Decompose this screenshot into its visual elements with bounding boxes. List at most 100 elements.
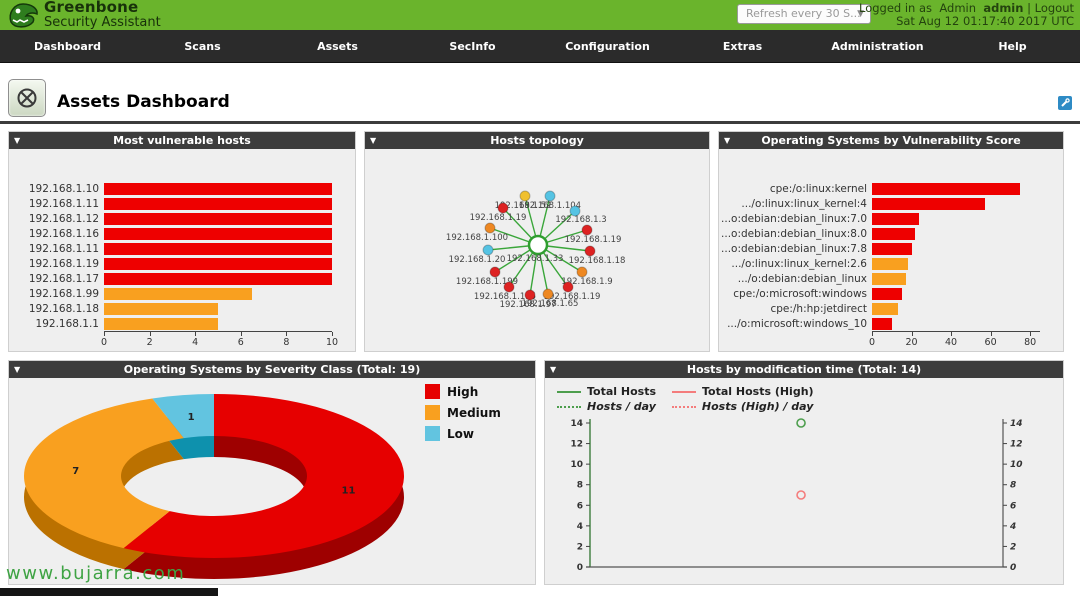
bar bbox=[104, 317, 218, 330]
legend-item: Total Hosts bbox=[557, 385, 656, 398]
legend-swatch bbox=[557, 390, 581, 393]
nav-item-extras[interactable]: Extras bbox=[722, 39, 763, 53]
tick-label: 20 bbox=[905, 337, 918, 348]
svg-text:192.168.1.65: 192.168.1.65 bbox=[522, 299, 579, 309]
collapse-icon[interactable]: ▼ bbox=[14, 365, 21, 374]
login-line: Logged in as Admin admin | Logout bbox=[859, 2, 1074, 15]
legend-label: Low bbox=[447, 426, 474, 441]
bar-row: ...o:debian:debian_linux:7.8 bbox=[719, 241, 1063, 256]
host-node[interactable] bbox=[569, 205, 581, 217]
collapse-icon[interactable]: ▼ bbox=[14, 136, 21, 145]
legend-item: High bbox=[425, 384, 501, 399]
bar-label: .../o:debian:debian_linux bbox=[737, 272, 867, 285]
nav-item-configuration[interactable]: Configuration bbox=[565, 39, 650, 53]
host-node[interactable] bbox=[503, 281, 515, 293]
login-separator: | bbox=[1027, 1, 1031, 15]
nav-item-assets[interactable]: Assets bbox=[317, 39, 358, 53]
nav-item-dashboard[interactable]: Dashboard bbox=[33, 39, 102, 53]
svg-text:4: 4 bbox=[1009, 522, 1016, 532]
wrench-icon bbox=[1061, 98, 1070, 107]
host-node[interactable] bbox=[576, 266, 588, 278]
os-vulnerability-score-chart: cpe:/o:linux:kernel .../o:linux:linux_ker… bbox=[719, 149, 1063, 351]
page-title: Assets Dashboard bbox=[57, 92, 230, 112]
tick-label: 4 bbox=[192, 337, 199, 348]
watermark: www.bujarra.com bbox=[6, 563, 186, 584]
nav-item-administration[interactable]: Administration bbox=[831, 39, 924, 53]
collapse-icon[interactable]: ▼ bbox=[550, 365, 557, 374]
time-chart-legend: Total Hosts Total Hosts (High) Hosts / day… bbox=[545, 378, 1063, 413]
svg-text:192.168.1.100: 192.168.1.100 bbox=[446, 233, 508, 243]
host-node[interactable] bbox=[484, 222, 496, 234]
tick-label: 2 bbox=[146, 337, 153, 348]
legend-swatch bbox=[557, 405, 581, 408]
bar-row: ...o:debian:debian_linux:7.0 bbox=[719, 211, 1063, 226]
center-node[interactable] bbox=[527, 234, 549, 256]
bar-row: 192.168.1.19 bbox=[9, 256, 355, 271]
refresh-dropdown[interactable]: Refresh every 30 S... ▼ bbox=[737, 4, 871, 24]
svg-text:12: 12 bbox=[570, 440, 583, 450]
svg-text:12: 12 bbox=[1010, 440, 1023, 450]
host-node[interactable] bbox=[524, 289, 536, 301]
bar bbox=[872, 317, 892, 330]
panel-title: Operating Systems by Severity Class (Tot… bbox=[123, 363, 421, 376]
nav-item-help[interactable]: Help bbox=[998, 39, 1027, 53]
bar-row: cpe:/o:linux:kernel bbox=[719, 181, 1063, 196]
legend-label: Total Hosts (High) bbox=[702, 385, 814, 398]
nav-item-secinfo[interactable]: SecInfo bbox=[449, 39, 496, 53]
panel-header: ▼ Hosts topology bbox=[365, 132, 709, 149]
svg-text:7: 7 bbox=[72, 466, 79, 477]
bar-row: cpe:/o:microsoft:windows bbox=[719, 286, 1063, 301]
bar-row: 192.168.1.11 bbox=[9, 241, 355, 256]
tick-label: 8 bbox=[283, 337, 290, 348]
hosts-modification-time-chart: Total Hosts Total Hosts (High) Hosts / day… bbox=[545, 378, 1063, 584]
svg-text:192.168.1.9: 192.168.1.9 bbox=[561, 277, 612, 287]
legend-swatch bbox=[425, 426, 440, 441]
collapse-icon[interactable]: ▼ bbox=[370, 136, 377, 145]
login-role: Admin bbox=[939, 1, 977, 15]
bar-label: cpe:/h:hp:jetdirect bbox=[770, 302, 867, 315]
bar bbox=[872, 257, 908, 270]
dashboard-icon-button[interactable] bbox=[8, 79, 46, 117]
host-node[interactable] bbox=[497, 202, 509, 214]
brand-name: Greenbone bbox=[44, 0, 139, 16]
bar bbox=[104, 212, 332, 225]
svg-text:10: 10 bbox=[570, 460, 583, 470]
bar-label: .../o:microsoft:windows_10 bbox=[727, 317, 867, 330]
data-point bbox=[796, 490, 806, 500]
bar bbox=[872, 197, 985, 210]
bar-row: 192.168.1.16 bbox=[9, 226, 355, 241]
bar bbox=[104, 257, 332, 270]
host-node[interactable] bbox=[519, 190, 531, 202]
svg-text:192.168.1.20: 192.168.1.20 bbox=[449, 255, 506, 265]
host-node[interactable] bbox=[584, 245, 596, 257]
collapse-icon[interactable]: ▼ bbox=[724, 136, 731, 145]
x-axis: 0 20 40 60 80 bbox=[719, 331, 1063, 351]
svg-text:6: 6 bbox=[577, 501, 583, 511]
host-node[interactable] bbox=[542, 288, 554, 300]
tick-label: 0 bbox=[868, 337, 876, 348]
svg-text:14: 14 bbox=[1010, 419, 1023, 429]
tick-label: 40 bbox=[945, 337, 958, 348]
x-axis: 0 2 4 6 8 10 bbox=[9, 331, 355, 351]
panel-os-by-severity-class: ▼ Operating Systems by Severity Class (T… bbox=[8, 360, 536, 585]
login-user: admin bbox=[983, 1, 1024, 15]
refresh-dropdown-value: Refresh every 30 S... bbox=[746, 7, 861, 20]
nav-item-scans[interactable]: Scans bbox=[184, 39, 221, 53]
host-node[interactable] bbox=[489, 266, 501, 278]
bar-label: cpe:/o:microsoft:windows bbox=[733, 287, 867, 300]
host-node[interactable] bbox=[544, 190, 556, 202]
host-node[interactable] bbox=[482, 244, 494, 256]
legend-label: Medium bbox=[447, 405, 501, 420]
logout-link[interactable]: Logout bbox=[1034, 1, 1074, 15]
bar bbox=[872, 182, 1021, 195]
bar-row: 192.168.1.10 bbox=[9, 181, 355, 196]
os-severity-donut-chart: 11 7 1 High Medium Low bbox=[9, 378, 535, 584]
host-node[interactable] bbox=[581, 224, 593, 236]
panel-os-by-vulnerability-score: ▼ Operating Systems by Vulnerability Sco… bbox=[718, 131, 1064, 352]
host-node[interactable] bbox=[562, 281, 574, 293]
edit-dashboard-icon[interactable] bbox=[1058, 96, 1072, 110]
chevron-down-icon: ▼ bbox=[857, 9, 864, 19]
bar bbox=[104, 242, 332, 255]
bar bbox=[104, 272, 332, 285]
donut-legend: High Medium Low bbox=[425, 384, 501, 447]
